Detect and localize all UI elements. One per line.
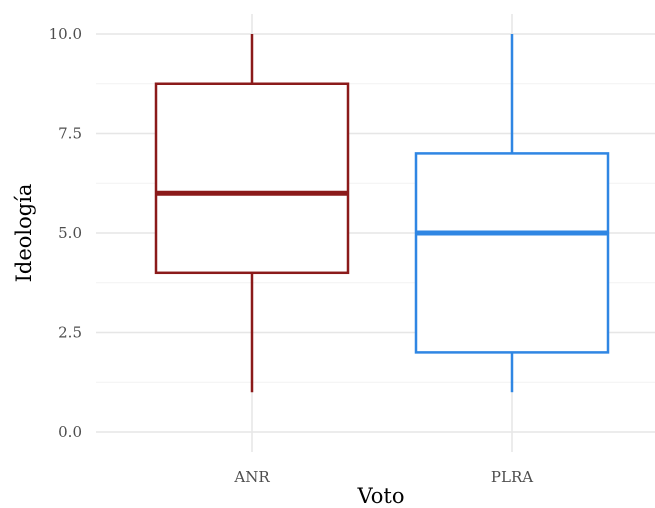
x-tick-label: PLRA xyxy=(491,468,533,486)
y-tick-label: 0.0 xyxy=(58,423,82,441)
box-plra xyxy=(414,34,610,393)
box-anr xyxy=(154,34,350,393)
x-axis-title: Voto xyxy=(357,484,405,508)
y-tick-label: 7.5 xyxy=(58,125,82,143)
x-tick-label: ANR xyxy=(233,468,270,486)
y-tick-label: 2.5 xyxy=(58,324,82,342)
x-axis-ticks: ANR PLRA xyxy=(233,468,533,486)
y-tick-label: 5.0 xyxy=(58,224,82,242)
iqr-box xyxy=(414,152,610,354)
iqr-box xyxy=(154,82,350,275)
y-tick-label: 10.0 xyxy=(49,25,82,43)
y-axis-title: Ideología xyxy=(12,184,36,283)
y-axis-ticks: 0.0 2.5 5.0 7.5 10.0 xyxy=(49,25,82,441)
boxes xyxy=(154,34,610,393)
